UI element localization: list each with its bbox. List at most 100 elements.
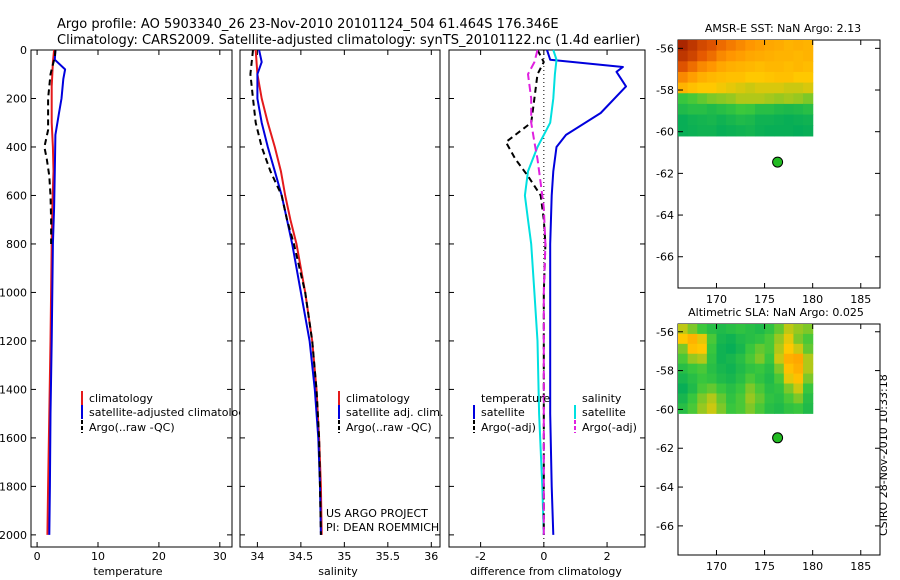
heatmap-cell bbox=[716, 93, 727, 105]
heatmap-cell bbox=[697, 40, 708, 52]
legend-label-argo: Argo(..raw -QC) bbox=[89, 421, 175, 434]
x-tick-label: 185 bbox=[850, 560, 871, 573]
heatmap-cell bbox=[726, 125, 737, 137]
heatmap-cell bbox=[774, 40, 785, 52]
heatmap-cell bbox=[745, 373, 756, 385]
legend-label-argo: Argo(..raw -QC) bbox=[346, 421, 432, 434]
heatmap-cell bbox=[678, 114, 689, 126]
heatmap-cell bbox=[706, 324, 718, 335]
heatmap-cell bbox=[754, 373, 766, 385]
heatmap-cell bbox=[793, 103, 804, 116]
x-tick-label: 36 bbox=[424, 550, 438, 563]
heatmap-cell bbox=[726, 373, 737, 385]
heatmap-cell bbox=[745, 61, 756, 73]
legend-label-climatology: climatology bbox=[346, 392, 410, 405]
heatmap-cell bbox=[803, 393, 814, 404]
heatmap-cell bbox=[783, 71, 795, 84]
heatmap-cell bbox=[764, 363, 775, 375]
heatmap-cell bbox=[716, 71, 727, 84]
heatmap-cell bbox=[754, 82, 766, 94]
x-tick-label: 175 bbox=[754, 560, 775, 573]
heatmap-cell bbox=[764, 383, 775, 395]
heatmap-cell bbox=[783, 373, 795, 385]
heatmap-cell bbox=[678, 50, 689, 62]
sla-map-title: Altimetric SLA: NaN Argo: 0.025 bbox=[688, 306, 864, 319]
series-line bbox=[546, 49, 627, 535]
heatmap-cell bbox=[783, 333, 795, 345]
heatmap-cell bbox=[764, 40, 775, 52]
heatmap-cell bbox=[687, 333, 698, 345]
difference-x-axis-label: difference from climatology bbox=[470, 565, 622, 578]
heatmap-cell bbox=[745, 324, 756, 335]
x-tick-label: 180 bbox=[802, 560, 823, 573]
heatmap-cell bbox=[783, 61, 795, 73]
heatmap-cell bbox=[687, 403, 698, 414]
y-tick-label: -64 bbox=[656, 209, 674, 222]
heatmap-cell bbox=[735, 373, 746, 385]
series-line bbox=[527, 49, 547, 535]
heatmap-cell bbox=[678, 71, 689, 84]
heatmap-cell bbox=[745, 103, 756, 116]
heatmap-cell bbox=[735, 324, 746, 335]
heatmap-cell bbox=[687, 125, 698, 137]
y-tick-label: -60 bbox=[656, 403, 674, 416]
heatmap-cell bbox=[706, 343, 718, 355]
series-line bbox=[523, 49, 558, 535]
heatmap-cell bbox=[716, 403, 727, 414]
y-tick-label: 400 bbox=[6, 141, 27, 154]
heatmap-cell bbox=[754, 353, 766, 365]
legend-label-temperature-argo: Argo(-adj) bbox=[481, 421, 536, 434]
salinity-axis-ticks: 34 34.5 35 35.5 36 bbox=[240, 49, 440, 563]
argo-location-marker bbox=[772, 432, 784, 444]
legend-label-satellite: satellite adj. clim. bbox=[346, 406, 443, 419]
heatmap-cell bbox=[697, 71, 708, 84]
x-tick-label: 185 bbox=[850, 293, 871, 306]
heatmap-cell bbox=[754, 333, 766, 345]
heatmap-cell bbox=[726, 393, 737, 404]
heatmap-cell bbox=[697, 363, 708, 375]
heatmap-cell bbox=[803, 40, 814, 52]
heatmap-cell bbox=[678, 343, 689, 355]
difference-series bbox=[504, 49, 627, 535]
heatmap-cell bbox=[754, 383, 766, 395]
series-line bbox=[48, 49, 67, 535]
temperature-legend: climatology satellite-adjusted climatolo… bbox=[81, 391, 252, 434]
sst-map-title: AMSR-E SST: NaN Argo: 2.13 bbox=[705, 22, 861, 35]
y-tick-label: -58 bbox=[656, 365, 674, 378]
difference-legend: temperature salinity satellite satellite… bbox=[473, 392, 637, 434]
x-tick-label: 0 bbox=[540, 550, 547, 563]
heatmap-cell bbox=[716, 40, 727, 52]
heatmap-cell bbox=[764, 343, 775, 355]
heatmap-cell bbox=[793, 71, 804, 84]
heatmap-cell bbox=[745, 50, 756, 62]
heatmap-cell bbox=[726, 114, 737, 126]
heatmap-cell bbox=[803, 333, 814, 345]
heatmap-cell bbox=[687, 103, 698, 116]
heatmap-cell bbox=[716, 333, 727, 345]
heatmap-cell bbox=[745, 82, 756, 94]
heatmap-cell bbox=[745, 383, 756, 395]
x-tick-label: 180 bbox=[802, 293, 823, 306]
heatmap-cell bbox=[726, 40, 737, 52]
heatmap-cell bbox=[726, 103, 737, 116]
salinity-panel: 34 34.5 35 35.5 36 salinity climatology sate… bbox=[239, 49, 443, 578]
heatmap-cell bbox=[687, 82, 698, 94]
legend-label-salinity-argo: Argo(-adj) bbox=[582, 421, 637, 434]
salinity-plot-frame bbox=[239, 49, 441, 548]
heatmap-cell bbox=[764, 353, 775, 365]
heatmap-cell bbox=[687, 93, 698, 105]
heatmap-cell bbox=[735, 103, 746, 116]
heatmap-cell bbox=[726, 61, 737, 73]
heatmap-cell bbox=[687, 114, 698, 126]
heatmap-cell bbox=[735, 353, 746, 365]
heatmap-cell bbox=[735, 393, 746, 404]
y-tick-label: 1600 bbox=[0, 432, 27, 445]
heatmap-cell bbox=[687, 50, 698, 62]
heatmap-cell bbox=[716, 114, 727, 126]
heatmap-cell bbox=[754, 93, 766, 105]
heatmap-cell bbox=[793, 61, 804, 73]
heatmap-cell bbox=[783, 363, 795, 375]
heatmap-cell bbox=[793, 50, 804, 62]
heatmap-cell bbox=[697, 324, 708, 335]
heatmap-cell bbox=[735, 125, 746, 137]
